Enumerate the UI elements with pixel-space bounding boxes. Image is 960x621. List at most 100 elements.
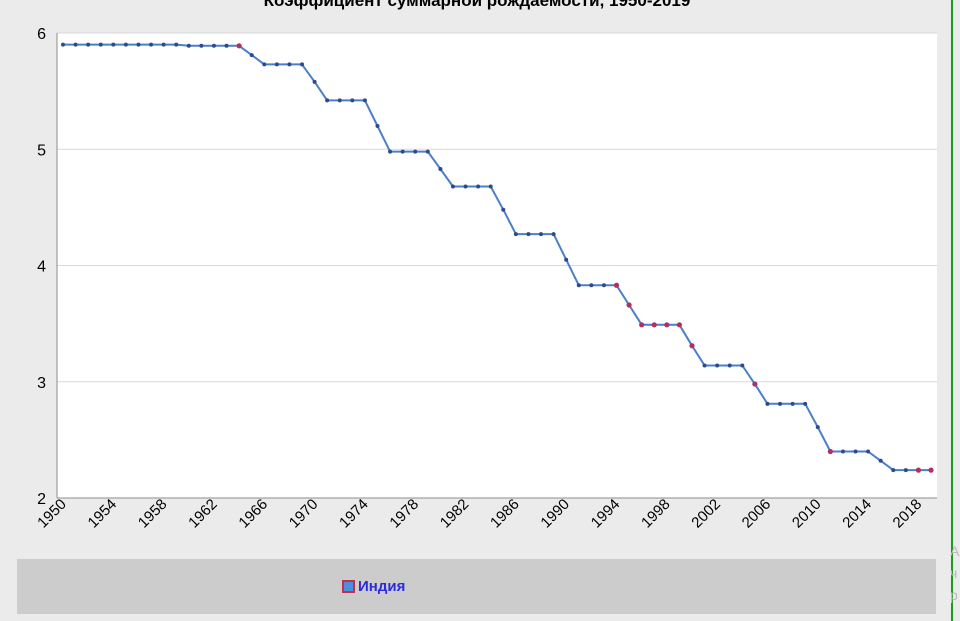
data-point[interactable] — [86, 42, 91, 47]
gridlines — [57, 32, 937, 383]
data-point-highlighted[interactable] — [236, 43, 242, 49]
x-tick-label: 2014 — [839, 496, 875, 532]
data-point[interactable] — [400, 149, 405, 154]
x-tick-label: 1954 — [85, 496, 121, 532]
data-point[interactable] — [224, 43, 229, 48]
data-point[interactable] — [161, 42, 166, 47]
data-point[interactable] — [413, 149, 418, 154]
data-point[interactable] — [388, 149, 393, 154]
x-tick-label: 1986 — [487, 496, 523, 532]
data-point-highlighted[interactable] — [689, 343, 695, 349]
data-point[interactable] — [840, 449, 845, 454]
data-point[interactable] — [300, 62, 305, 67]
data-point[interactable] — [576, 283, 581, 288]
data-point[interactable] — [551, 232, 556, 237]
data-point[interactable] — [438, 167, 443, 172]
x-tick-label: 1974 — [336, 496, 372, 532]
data-point[interactable] — [790, 401, 795, 406]
x-tick-label: 1994 — [588, 496, 624, 532]
data-point[interactable] — [149, 42, 154, 47]
legend-label: Индия — [358, 578, 406, 595]
data-point[interactable] — [803, 401, 808, 406]
data-point[interactable] — [362, 98, 367, 103]
data-point-highlighted[interactable] — [928, 467, 934, 473]
data-point[interactable] — [262, 62, 267, 67]
data-point[interactable] — [450, 184, 455, 189]
data-point[interactable] — [878, 458, 883, 463]
data-point[interactable] — [425, 149, 430, 154]
data-point[interactable] — [98, 42, 103, 47]
data-point[interactable] — [186, 43, 191, 48]
data-point[interactable] — [325, 98, 330, 103]
data-point[interactable] — [589, 283, 594, 288]
data-point[interactable] — [891, 468, 896, 473]
legend-swatch — [342, 580, 355, 593]
x-tick-label: 1990 — [537, 496, 573, 532]
x-tick-label: 2002 — [688, 496, 724, 532]
y-tick-labels: 2 3 4 5 6 — [37, 26, 46, 508]
data-point[interactable] — [312, 79, 317, 84]
data-point[interactable] — [463, 184, 468, 189]
data-point[interactable] — [199, 43, 204, 48]
data-point[interactable] — [274, 62, 279, 67]
data-point[interactable] — [853, 449, 858, 454]
data-point-highlighted[interactable] — [752, 381, 758, 387]
x-tick-label: 1978 — [386, 496, 422, 532]
data-point[interactable] — [61, 42, 65, 47]
data-point-highlighted[interactable] — [626, 302, 632, 308]
data-point-highlighted[interactable] — [639, 322, 645, 328]
x-tick-label: 2006 — [739, 496, 775, 532]
data-point[interactable] — [211, 43, 216, 48]
data-point[interactable] — [539, 232, 544, 237]
data-point-highlighted[interactable] — [613, 282, 620, 288]
side-text-line: р — [950, 587, 958, 603]
x-tick-label: 1962 — [185, 496, 221, 532]
x-tick-label: 1998 — [638, 496, 674, 532]
data-point[interactable] — [136, 42, 141, 47]
right-border-line — [951, 0, 953, 621]
axes — [56, 33, 937, 499]
data-point[interactable] — [815, 425, 820, 430]
data-point[interactable] — [287, 62, 292, 67]
data-point[interactable] — [249, 53, 254, 58]
data-point[interactable] — [765, 401, 770, 406]
data-point[interactable] — [111, 42, 116, 47]
data-point-highlighted[interactable] — [915, 467, 922, 473]
data-point[interactable] — [174, 42, 179, 47]
x-tick-label: 1982 — [437, 496, 473, 532]
data-point[interactable] — [73, 42, 78, 47]
x-tick-label: 2018 — [890, 496, 926, 532]
data-point[interactable] — [337, 98, 342, 103]
data-point[interactable] — [601, 283, 606, 288]
data-point[interactable] — [903, 468, 908, 473]
data-point-highlighted[interactable] — [827, 448, 833, 455]
legend-item-india[interactable]: Индия — [342, 578, 405, 595]
data-point[interactable] — [715, 363, 720, 368]
side-text-line: ч — [950, 565, 958, 581]
data-point[interactable] — [501, 207, 506, 212]
data-point[interactable] — [488, 184, 493, 189]
data-point[interactable] — [866, 449, 871, 454]
data-point[interactable] — [526, 232, 531, 237]
data-point-highlighted[interactable] — [676, 322, 683, 328]
data-point[interactable] — [727, 363, 732, 368]
data-point-highlighted[interactable] — [651, 322, 657, 328]
data-point[interactable] — [476, 184, 481, 189]
data-point[interactable] — [740, 363, 745, 368]
data-point[interactable] — [375, 124, 380, 128]
x-tick-label: 1966 — [235, 496, 271, 532]
legend: Индия — [17, 559, 936, 614]
data-point[interactable] — [702, 363, 707, 368]
data-point-highlighted[interactable] — [664, 322, 670, 328]
data-point[interactable] — [123, 42, 128, 47]
data-point[interactable] — [564, 257, 569, 262]
chart-title: Коэффициент суммарной рождаемости, 1950-… — [263, 0, 691, 10]
series-line — [63, 43, 931, 472]
side-text: А ч р — [950, 540, 959, 606]
data-point[interactable] — [513, 232, 518, 237]
data-point[interactable] — [778, 401, 783, 406]
data-point[interactable] — [350, 98, 355, 103]
x-tick-label: 2010 — [789, 496, 825, 532]
y-tick-label: 5 — [37, 142, 46, 159]
